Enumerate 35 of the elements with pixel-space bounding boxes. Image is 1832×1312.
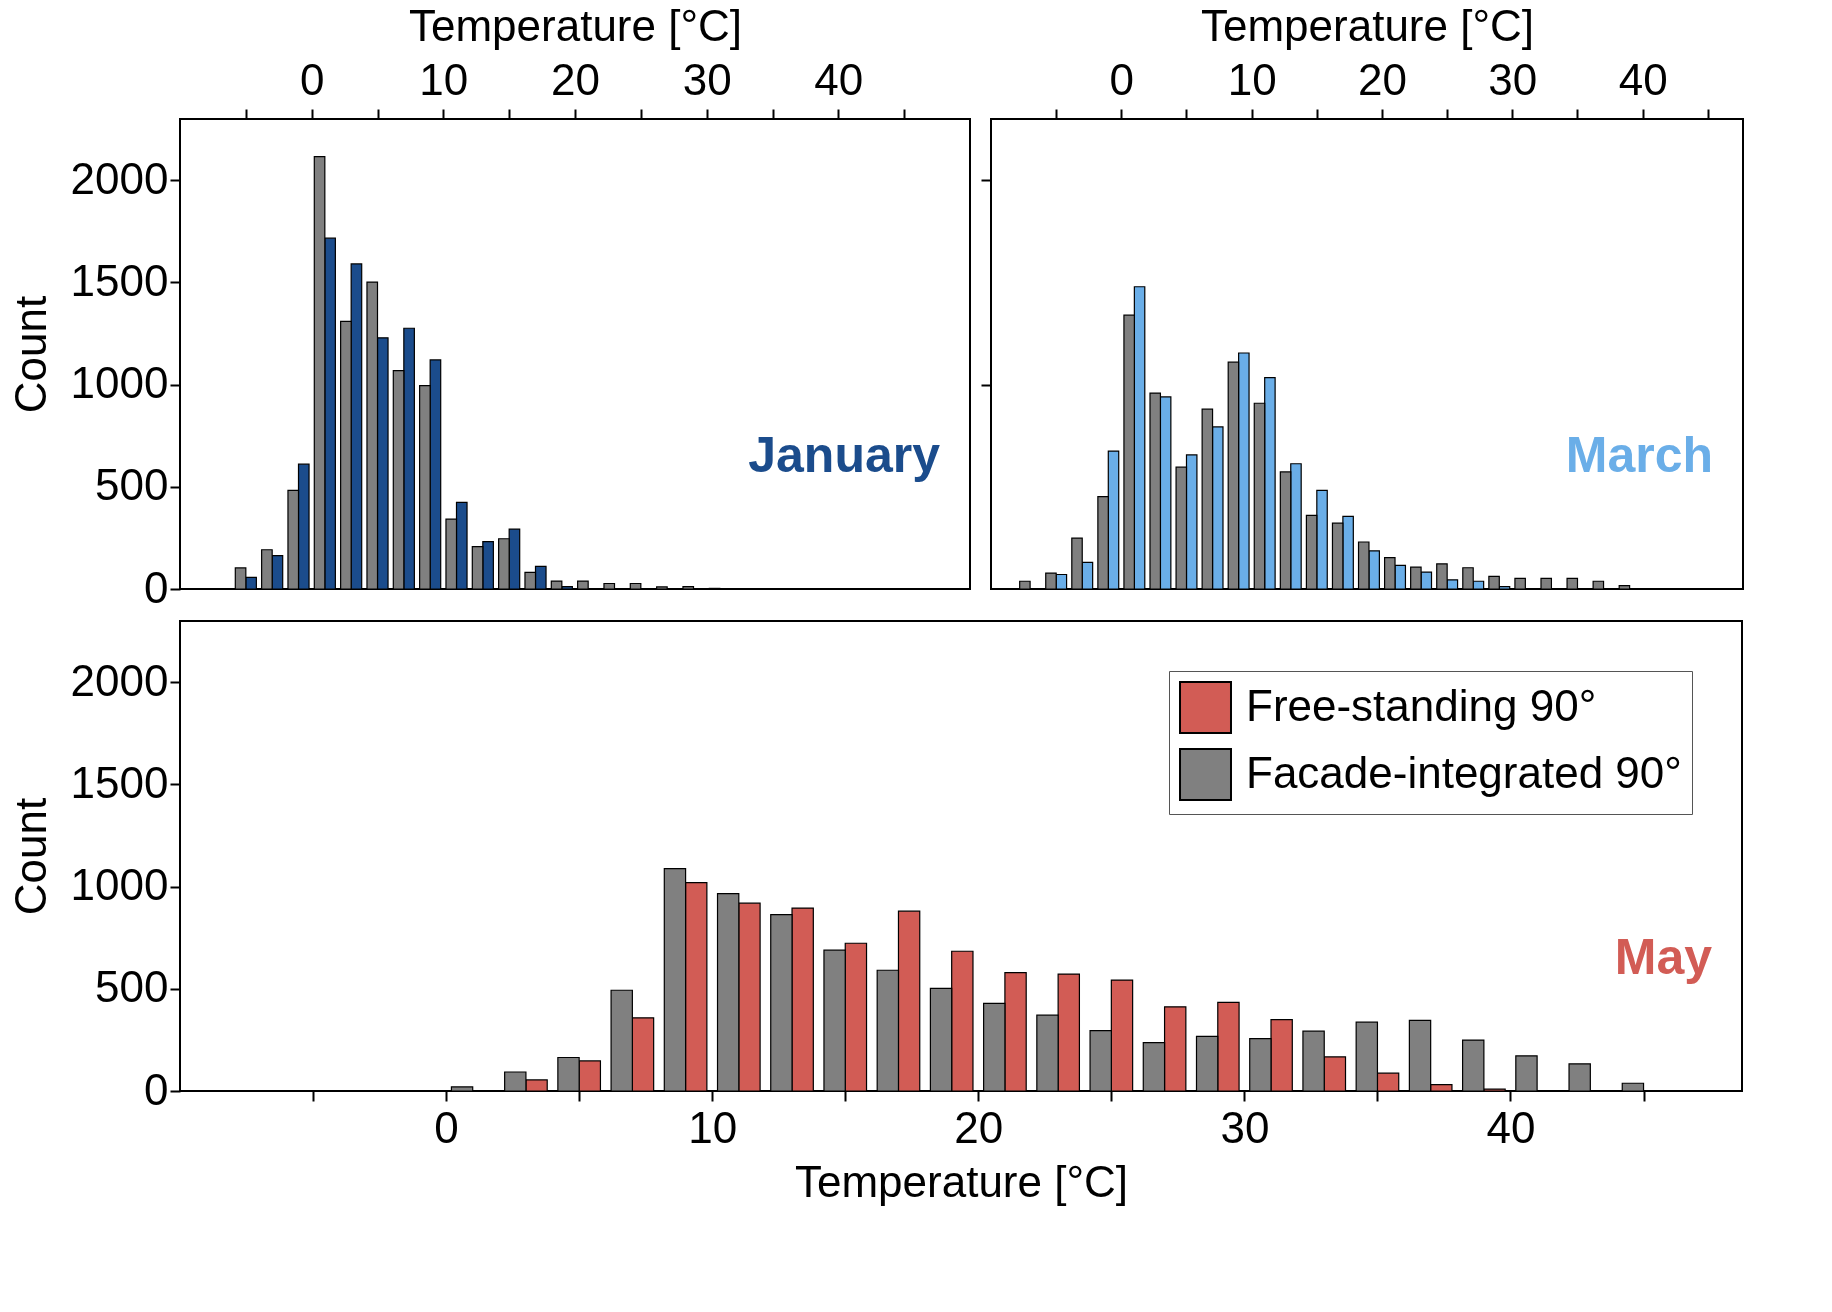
y-tick-label: 0 [144,1064,169,1114]
annotation: January [748,427,941,484]
x-tick-label: 20 [1358,54,1407,104]
annotation: March [1565,427,1713,484]
y-tick-label: 1500 [70,255,169,305]
x-tick-label: 20 [551,54,600,104]
x-tick-label: 30 [1488,54,1538,104]
x-tick-label: 40 [1486,1102,1536,1152]
x-tick-label: 30 [682,54,732,104]
x-tick-label: 0 [434,1102,459,1152]
annotation: May [1614,929,1713,986]
legend-label: Facade-integrated 90° [1246,747,1682,797]
y-tick-label: 500 [95,460,169,510]
x-tick-label: 0 [299,54,325,104]
y-tick-label: 1000 [70,358,169,408]
x-tick-label: 10 [688,1102,738,1152]
y-tick-label: 2000 [70,655,169,705]
legend-label: Free-standing 90° [1246,680,1597,730]
x-tick-label: 40 [1618,54,1668,104]
x-axis-title: Temperature [°C] [408,0,743,50]
x-tick-label: 40 [814,54,864,104]
x-tick-label: 10 [419,54,469,104]
x-tick-label: 20 [954,1102,1004,1152]
x-tick-label: 0 [1109,54,1135,104]
x-tick-label: 30 [1220,1102,1270,1152]
y-tick-label: 0 [144,562,169,612]
y-axis-title: Count [5,797,55,916]
x-tick-label: 10 [1227,54,1277,104]
x-axis-title: Temperature [°C] [794,1156,1129,1206]
y-tick-label: 2000 [70,153,169,203]
y-tick-label: 1000 [70,860,169,910]
y-tick-label: 500 [95,962,169,1012]
x-axis-title: Temperature [°C] [1200,0,1535,50]
y-axis-title: Count [5,295,55,414]
y-tick-label: 1500 [70,757,169,807]
